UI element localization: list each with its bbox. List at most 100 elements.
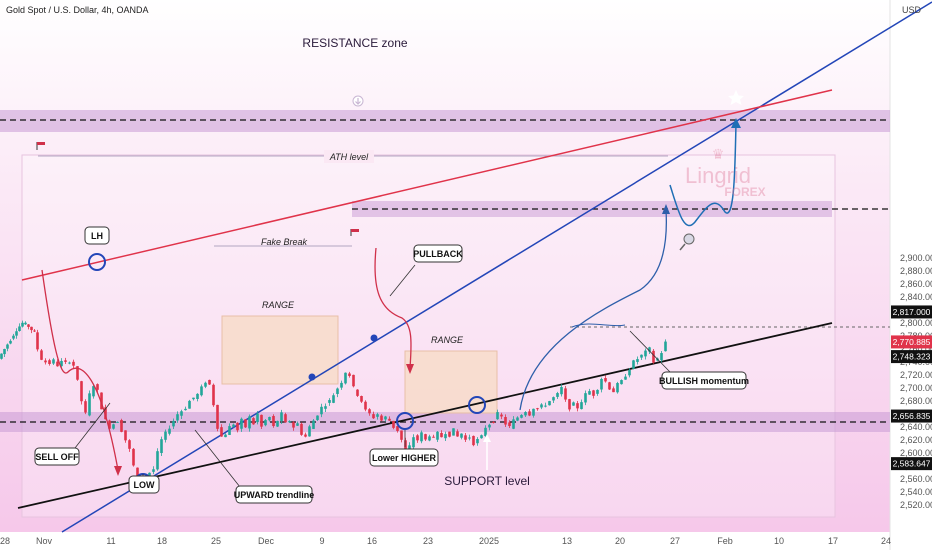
candle [204,381,207,389]
red-trendline [21,89,833,281]
candle [624,373,627,380]
down-arrow-icon [352,95,364,107]
candle [184,406,187,411]
svg-text:Lingrid: Lingrid [685,163,751,188]
candle [648,346,651,355]
chart-background [0,0,890,532]
candle [300,422,303,436]
time-tick-label: 13 [562,536,572,546]
candle [628,368,631,378]
candle [30,326,33,334]
candle [376,412,379,420]
sell-off-callout-line [74,402,111,449]
candle [444,431,447,442]
price-tick-label: 2,640.000 [900,422,932,432]
svg-text:2,748.323: 2,748.323 [893,352,931,362]
candle [592,389,595,399]
time-tick-label: 23 [423,536,433,546]
candle [392,420,395,430]
price-tick-label: 2,880.000 [900,266,932,276]
time-axis-background [0,532,932,550]
candle [3,348,6,357]
candle [532,408,535,418]
candle [412,434,415,450]
candle [208,379,211,386]
candle [320,403,323,418]
trendline-callout-line [194,429,241,488]
candle [296,421,299,426]
candle [164,429,167,443]
candle [176,411,179,423]
candle [664,339,667,352]
candle [552,396,555,404]
candle [268,416,271,422]
candle [448,431,451,438]
candle [512,416,515,430]
candle [88,390,91,417]
svg-text:LH: LH [91,231,103,241]
price-tick-label: 2,600.000 [900,448,932,458]
candle [244,419,247,429]
candle [416,434,419,443]
upward-trendline-callout: UPWARD trendline [234,485,314,504]
candle [156,448,159,471]
price-labels: 2,817.000 2,770.885 2,748.323 2,656.835 2,58… [891,305,932,471]
time-axis[interactable]: 28 Nov 11 18 25 Dec 9 16 23 2025 13 20 27 Feb 10 17 24 [0,536,891,546]
support-pointer-head [483,434,491,442]
price-tag: 2,656.835 [891,409,932,423]
candle [568,398,571,412]
time-tick-label: 10 [774,536,784,546]
candle [520,414,523,419]
candle [64,357,67,364]
time-tick-label: 25 [211,536,221,546]
candle [188,399,191,409]
price-tag: 2,583.647 [891,457,932,471]
flag-icon-1 [36,142,45,150]
candle [352,374,355,388]
candle [388,416,391,421]
candle [9,339,12,345]
time-tick-label: Feb [717,536,733,546]
price-tick-label: 2,860.000 [900,279,932,289]
pullback-arrowhead [406,364,414,374]
candle [596,389,599,396]
candle [284,412,287,423]
candle [620,379,623,385]
price-tick-label: 2,560.000 [900,474,932,484]
candle [544,402,547,408]
currency-label: USD [902,5,922,15]
candle [636,356,639,365]
candle [48,358,51,366]
svg-text:Lower HIGHER: Lower HIGHER [372,453,437,463]
candle [384,415,387,422]
chart-title: Gold Spot / U.S. Dollar, 4h, OANDA [6,5,149,15]
svg-text:FOREX: FOREX [724,185,765,199]
ath-level-label: ATH level [329,152,369,162]
candle [180,409,183,419]
candle [196,393,199,402]
fake-break-label: Fake Break [261,237,308,247]
candle [18,323,21,332]
time-tick-label: 24 [881,536,891,546]
candle [36,329,39,352]
candle [496,409,499,420]
candle [576,400,579,412]
flag-icon-2 [350,229,359,236]
range-label-2: RANGE [431,335,464,345]
candle [100,392,103,410]
price-tag: 2,770.885 [891,335,932,349]
candle [220,424,223,437]
candle [328,398,331,406]
svg-text:2,656.835: 2,656.835 [893,411,931,421]
svg-text:LOW: LOW [134,480,155,490]
candle [168,425,171,436]
candle [256,410,259,425]
projection-arrowhead [731,118,741,128]
candle [572,401,575,406]
svg-text:PULLBACK: PULLBACK [413,249,463,259]
low-callout: LOW [128,475,160,494]
candle [540,403,543,410]
price-tick-label: 2,620.000 [900,435,932,445]
search-icon[interactable] [679,233,695,251]
